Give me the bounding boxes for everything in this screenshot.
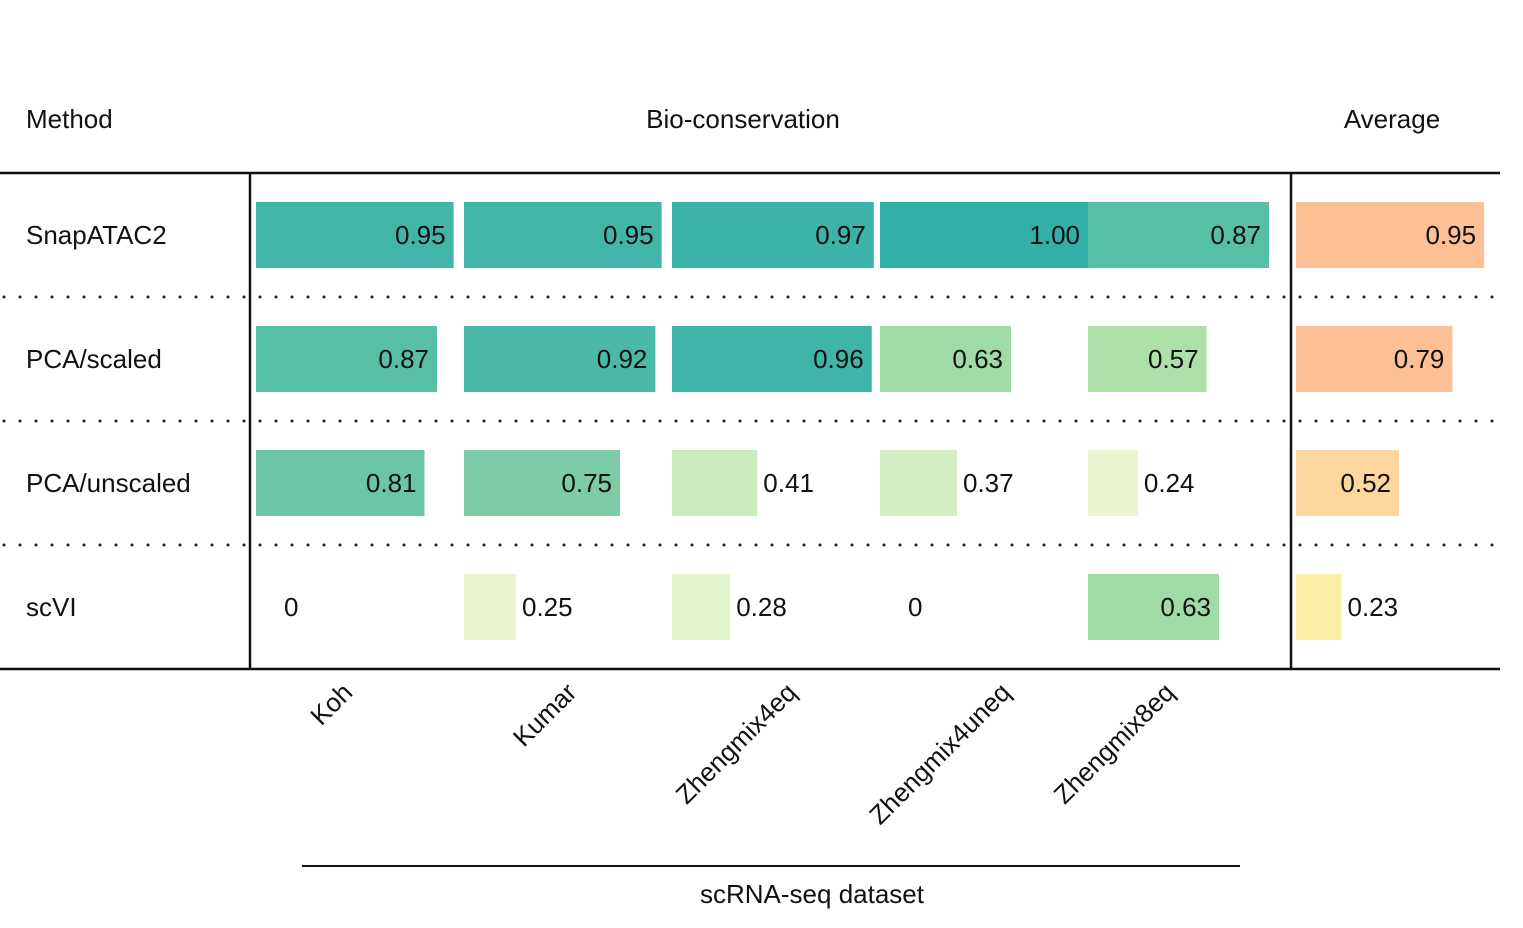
value-label: 0.37 <box>963 468 1014 498</box>
value-bar <box>1088 326 1207 392</box>
x-axis-label: scRNA-seq dataset <box>700 879 925 909</box>
value-label: 0.24 <box>1144 468 1195 498</box>
dataset-column-label: Zhengmix8eq <box>1048 677 1181 810</box>
value-label: 0.28 <box>736 592 787 622</box>
value-label: 0.92 <box>597 344 648 374</box>
dataset-column-label: Zhengmix4uneq <box>863 677 1016 830</box>
method-label: SnapATAC2 <box>26 220 167 250</box>
value-bar <box>672 326 872 392</box>
value-label: 0 <box>284 592 298 622</box>
value-label: 0.97 <box>815 220 866 250</box>
value-bar <box>256 326 437 392</box>
value-label: 0.75 <box>561 468 612 498</box>
value-label: 0.57 <box>1148 344 1199 374</box>
average-label: 0.79 <box>1394 344 1445 374</box>
dataset-column-label: Kumar <box>507 677 583 753</box>
value-label: 0 <box>908 592 922 622</box>
method-header: Method <box>26 104 113 134</box>
value-bar <box>672 450 758 516</box>
value-bar <box>1088 574 1219 640</box>
value-bar <box>256 202 454 268</box>
value-bar <box>464 450 620 516</box>
value-label: 0.95 <box>395 220 446 250</box>
average-label: 0.23 <box>1348 592 1399 622</box>
value-label: 0.41 <box>763 468 814 498</box>
average-header: Average <box>1344 104 1440 134</box>
value-label: 0.95 <box>603 220 654 250</box>
value-label: 0.87 <box>378 344 429 374</box>
value-label: 0.25 <box>522 592 573 622</box>
average-bar <box>1296 326 1453 392</box>
value-bar <box>464 202 662 268</box>
method-label: PCA/unscaled <box>26 468 191 498</box>
value-bar <box>1088 202 1269 268</box>
value-label: 0.96 <box>813 344 864 374</box>
value-bar <box>880 202 1088 268</box>
value-bar <box>672 202 874 268</box>
value-bar <box>880 450 957 516</box>
value-bar <box>1088 450 1138 516</box>
bio-conservation-header: Bio-conservation <box>646 104 840 134</box>
value-bar <box>256 450 425 516</box>
value-bar <box>464 574 516 640</box>
value-label: 0.63 <box>952 344 1003 374</box>
average-label: 0.52 <box>1340 468 1391 498</box>
method-label: PCA/scaled <box>26 344 162 374</box>
value-bar <box>672 574 731 640</box>
value-bar <box>464 326 656 392</box>
dataset-column-label: Koh <box>304 677 358 731</box>
value-label: 0.63 <box>1160 592 1211 622</box>
dataset-column-label: Zhengmix4eq <box>670 677 803 810</box>
average-bar <box>1296 202 1485 268</box>
value-label: 0.87 <box>1210 220 1261 250</box>
value-bar <box>880 326 1011 392</box>
method-label: scVI <box>26 592 77 622</box>
value-label: 0.81 <box>366 468 417 498</box>
average-bar <box>1296 574 1342 640</box>
average-label: 0.95 <box>1425 220 1476 250</box>
average-bar <box>1296 450 1399 516</box>
value-label: 1.00 <box>1029 220 1080 250</box>
